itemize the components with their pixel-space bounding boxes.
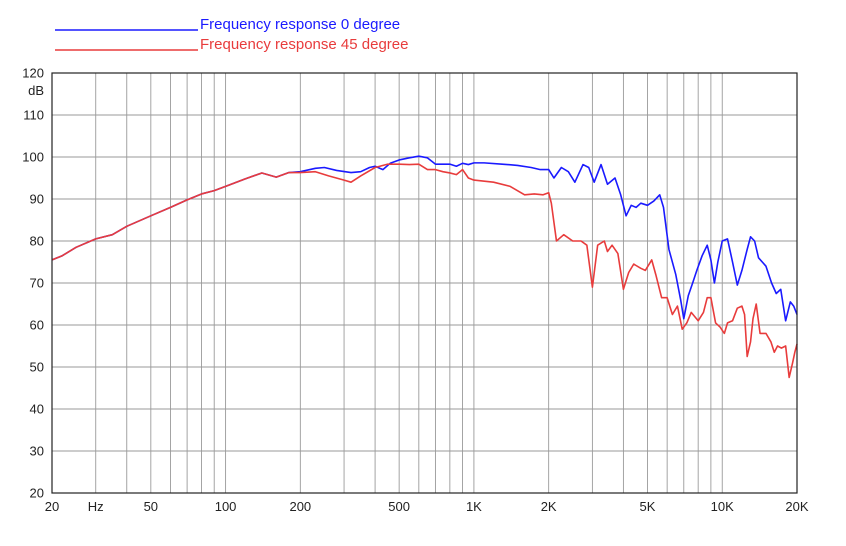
y-tick-label: 70 (30, 276, 44, 291)
plot-frame (51, 72, 798, 494)
y-tick-label: 50 (30, 360, 44, 375)
y-tick-label: 40 (30, 402, 44, 417)
series-line-0 (51, 155, 798, 322)
y-axis-unit-label: dB (28, 83, 44, 98)
legend-label-0: Frequency response 0 degree (200, 16, 400, 33)
plot-grid (51, 72, 798, 494)
x-tick-label: 20 (45, 499, 59, 514)
y-tick-label: 100 (22, 150, 44, 165)
x-tick-label: 500 (388, 499, 410, 514)
x-tick-label: 1K (466, 499, 482, 514)
y-tick-label: 90 (30, 192, 44, 207)
x-tick-label: 50 (144, 499, 158, 514)
series-lines (51, 155, 798, 379)
y-axis-labels: 20 30 40 50 60 70 80 90 100 110 120 dB (22, 66, 44, 501)
y-tick-label: 20 (30, 486, 44, 501)
legend: Frequency response 0 degree Frequency res… (55, 16, 408, 53)
y-tick-label: 80 (30, 234, 44, 249)
x-tick-label: Hz (88, 499, 104, 514)
x-tick-label: 2K (541, 499, 557, 514)
y-tick-label: 120 (22, 66, 44, 81)
y-tick-label: 60 (30, 318, 44, 333)
x-tick-label: 10K (711, 499, 734, 514)
legend-label-1: Frequency response 45 degree (200, 36, 408, 53)
series-line-1 (51, 163, 798, 379)
y-tick-label: 110 (23, 108, 44, 123)
x-axis-labels: 20 Hz 50 100 200 500 1K 2K 5K 10K 20K (45, 499, 809, 514)
x-tick-label: 20K (785, 499, 808, 514)
x-tick-label: 200 (289, 499, 311, 514)
y-tick-label: 30 (30, 444, 44, 459)
x-tick-label: 100 (215, 499, 237, 514)
x-tick-label: 5K (640, 499, 656, 514)
